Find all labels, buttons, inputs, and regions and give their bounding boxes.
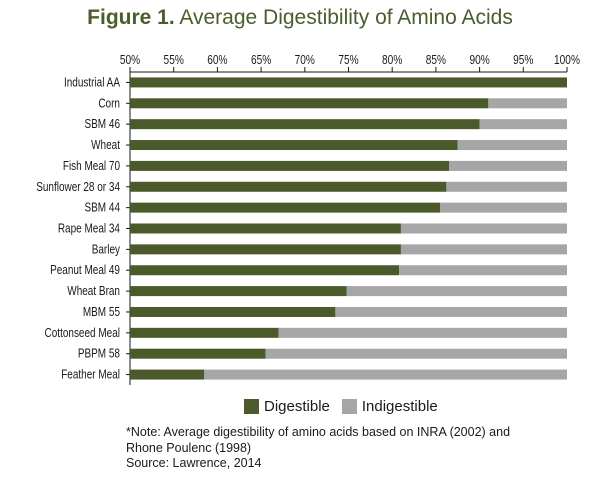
bar-digestible bbox=[130, 98, 489, 109]
category-label: Wheat bbox=[91, 139, 121, 152]
category-label: Sunflower 28 or 34 bbox=[36, 181, 120, 194]
bar-digestible bbox=[130, 327, 279, 338]
bar-indigestible bbox=[440, 202, 567, 213]
category-label: Industrial AA bbox=[64, 76, 120, 89]
bar-indigestible bbox=[265, 348, 567, 359]
bar-indigestible bbox=[278, 327, 567, 338]
category-label: Rape Meal 34 bbox=[58, 223, 120, 236]
legend-item-digestible: Digestible bbox=[244, 398, 330, 415]
chart-title: Figure 1. Average Digestibility of Amino… bbox=[0, 6, 600, 30]
bar-indigestible bbox=[346, 286, 567, 297]
x-tick-label: 70% bbox=[295, 53, 315, 67]
x-tick-label: 75% bbox=[338, 53, 358, 67]
bar-digestible bbox=[130, 306, 336, 317]
bar-indigestible bbox=[446, 181, 567, 192]
bar-indigestible bbox=[204, 369, 568, 380]
note-line-2: Rhone Poulenc (1998) bbox=[126, 440, 252, 455]
bar-digestible bbox=[130, 348, 266, 359]
x-tick-label: 55% bbox=[164, 53, 184, 67]
bar-indigestible bbox=[449, 160, 567, 171]
x-tick-label: 100% bbox=[554, 53, 580, 67]
bar-digestible bbox=[130, 286, 347, 297]
note-line-3: Source: Lawrence, 2014 bbox=[126, 456, 262, 470]
bar-indigestible bbox=[479, 119, 567, 130]
category-label: Wheat Bran bbox=[67, 285, 120, 298]
bar-digestible bbox=[130, 181, 447, 192]
figure-title-text: Average Digestibility of Amino Acids bbox=[179, 6, 513, 29]
bar-digestible bbox=[130, 160, 450, 171]
bar-digestible bbox=[130, 119, 480, 130]
category-label: Cottonseed Meal bbox=[45, 327, 120, 340]
bar-indigestible bbox=[400, 244, 567, 255]
bar-indigestible bbox=[488, 98, 567, 109]
x-tick-label: 60% bbox=[207, 53, 227, 67]
legend-item-indigestible: Indigestible bbox=[341, 398, 438, 415]
legend-label-indigestible: Indigestible bbox=[361, 398, 438, 415]
legend-label-digestible: Digestible bbox=[264, 398, 330, 415]
bar-digestible bbox=[130, 140, 458, 151]
category-label: SBM 46 bbox=[84, 118, 120, 131]
chart-legend: Digestible Indigestible bbox=[244, 398, 450, 415]
bar-indigestible bbox=[400, 223, 567, 234]
bar-digestible bbox=[130, 223, 401, 234]
legend-swatch-digestible bbox=[244, 399, 259, 414]
bar-chart: 50% 55% 60% 65% 70% 75% 80% 85% 90% 95% 100% Indust… bbox=[36, 53, 580, 385]
category-label: Peanut Meal 49 bbox=[50, 264, 120, 277]
figure-number: Figure 1. bbox=[87, 6, 175, 29]
category-label: Fish Meal 70 bbox=[63, 160, 120, 173]
category-label: Feather Meal bbox=[61, 369, 120, 382]
note-line-1: *Note: Average digestibility of amino ac… bbox=[126, 425, 511, 439]
bar-indigestible bbox=[457, 140, 567, 151]
x-tick-label: 85% bbox=[426, 53, 446, 67]
x-tick-label: 65% bbox=[251, 53, 271, 67]
category-label: MBM 55 bbox=[83, 306, 120, 319]
bar-digestible bbox=[130, 244, 401, 255]
x-tick-label: 50% bbox=[120, 53, 140, 67]
category-label: SBM 44 bbox=[84, 202, 120, 215]
chart-note: *Note: Average digestibility of amino ac… bbox=[126, 425, 566, 472]
x-tick-label: 90% bbox=[469, 53, 489, 67]
x-tick-label: 95% bbox=[513, 53, 533, 67]
bar-indigestible bbox=[335, 306, 567, 317]
bar-indigestible bbox=[399, 265, 567, 276]
category-label: Barley bbox=[92, 243, 121, 256]
bar-digestible bbox=[130, 369, 205, 380]
category-label: PBPM 58 bbox=[78, 348, 120, 361]
bar-digestible bbox=[130, 265, 400, 276]
bar-digestible bbox=[130, 202, 441, 213]
legend-swatch-indigestible bbox=[341, 399, 357, 414]
bar-digestible bbox=[130, 77, 567, 88]
category-label: Corn bbox=[98, 97, 120, 110]
x-tick-label: 80% bbox=[382, 53, 402, 67]
